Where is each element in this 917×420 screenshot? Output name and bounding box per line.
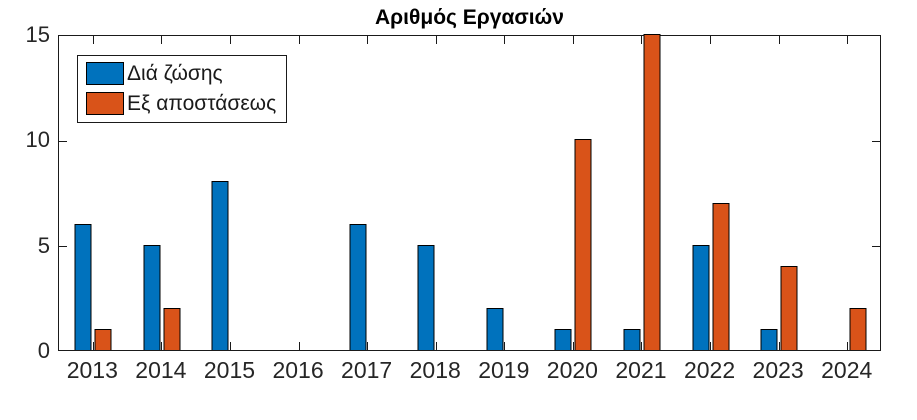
x-axis-tick-top bbox=[229, 36, 231, 44]
bar-series2-2022 bbox=[712, 203, 730, 350]
x-axis-tick-bottom bbox=[710, 342, 712, 350]
x-axis-tick-top bbox=[572, 36, 574, 44]
x-axis-tick-bottom bbox=[92, 342, 94, 350]
x-axis-tick-top bbox=[298, 36, 300, 44]
x-axis-tick-top bbox=[504, 36, 506, 44]
bar-series1-2022 bbox=[692, 245, 710, 350]
bar-group-2024 bbox=[829, 308, 867, 350]
x-axis-tick-top bbox=[435, 36, 437, 44]
x-tick-label-2019: 2019 bbox=[478, 357, 530, 383]
plot-area bbox=[58, 34, 881, 351]
x-tick-label-2016: 2016 bbox=[272, 357, 324, 383]
bar-group-2020 bbox=[554, 139, 592, 350]
x-axis-tick-top bbox=[847, 36, 849, 44]
bar-series2-2024 bbox=[849, 308, 867, 350]
x-axis-tick-bottom bbox=[161, 342, 163, 350]
bar-series2-2023 bbox=[780, 266, 798, 350]
x-axis-tick-top bbox=[641, 36, 643, 44]
x-axis-tick-bottom bbox=[778, 342, 780, 350]
y-tick-label-5: 5 bbox=[37, 232, 50, 258]
bar-series2-2014 bbox=[163, 308, 181, 350]
y-axis-tick-left bbox=[59, 246, 67, 248]
bar-series1-2013 bbox=[74, 224, 92, 350]
x-tick-label-2024: 2024 bbox=[821, 357, 873, 383]
x-tick-label-2015: 2015 bbox=[203, 357, 256, 383]
bar-series1-2023 bbox=[760, 329, 778, 350]
bar-group-2013 bbox=[74, 224, 112, 350]
legend-item-series1: Διά ζώσης bbox=[86, 62, 276, 85]
x-axis-tick-bottom bbox=[847, 342, 849, 350]
x-axis-tick-top bbox=[161, 36, 163, 44]
legend-label-series1: Διά ζώσης bbox=[127, 62, 223, 85]
legend-swatch-series1 bbox=[86, 62, 124, 85]
x-axis-tick-top bbox=[710, 36, 712, 44]
legend-label-series2: Εξ αποστάσεως bbox=[127, 92, 277, 115]
x-tick-label-2022: 2022 bbox=[683, 357, 736, 383]
bar-series1-2019 bbox=[486, 308, 504, 350]
legend-swatch-series2 bbox=[86, 92, 124, 115]
y-axis-tick-right bbox=[872, 140, 880, 142]
bar-series1-2018 bbox=[417, 245, 435, 350]
x-axis-tick-top bbox=[92, 36, 94, 44]
x-axis-tick-bottom bbox=[435, 342, 437, 350]
x-axis-tick-bottom bbox=[641, 342, 643, 350]
bar-series1-2015 bbox=[211, 181, 229, 350]
y-tick-label-15: 15 bbox=[25, 22, 50, 47]
x-tick-label-2021: 2021 bbox=[615, 357, 667, 383]
bar-group-2021 bbox=[623, 34, 661, 350]
x-axis-tick-bottom bbox=[298, 342, 300, 350]
y-axis-tick-left bbox=[59, 140, 67, 142]
x-axis-tick-bottom bbox=[229, 342, 231, 350]
chart-title: Αριθμός Εργασιών bbox=[375, 6, 564, 29]
x-tick-label-2023: 2023 bbox=[752, 357, 804, 383]
bar-series2-2020 bbox=[574, 139, 592, 350]
bar-group-2017 bbox=[349, 224, 386, 350]
bar-group-2023 bbox=[760, 266, 798, 350]
y-tick-label-0: 0 bbox=[37, 338, 50, 363]
bar-series1-2014 bbox=[143, 245, 161, 350]
x-tick-label-2018: 2018 bbox=[409, 357, 461, 383]
y-axis-tick-right bbox=[872, 246, 880, 248]
bar-group-2022 bbox=[692, 203, 730, 350]
x-axis-tick-bottom bbox=[572, 342, 574, 350]
bar-group-2014 bbox=[143, 245, 181, 350]
x-tick-label-2013: 2013 bbox=[66, 357, 118, 383]
legend-item-series2: Εξ αποστάσεως bbox=[86, 92, 276, 115]
y-tick-label-10: 10 bbox=[25, 127, 50, 153]
bar-group-2018 bbox=[417, 245, 455, 350]
bar-series1-2021 bbox=[623, 329, 641, 350]
x-axis-tick-top bbox=[778, 36, 780, 44]
x-tick-label-2017: 2017 bbox=[341, 357, 393, 383]
bar-series2-2021 bbox=[643, 34, 661, 350]
bar-group-2019 bbox=[486, 308, 523, 350]
x-tick-label-2014: 2014 bbox=[135, 357, 187, 383]
bar-group-2015 bbox=[211, 181, 249, 350]
x-axis-tick-bottom bbox=[367, 342, 369, 350]
x-axis-tick-top bbox=[367, 36, 369, 44]
bar-series1-2020 bbox=[554, 329, 572, 350]
legend: Διά ζώσης Εξ αποστάσεως bbox=[77, 55, 288, 123]
bar-series1-2017 bbox=[349, 224, 367, 350]
x-tick-label-2020: 2020 bbox=[546, 357, 598, 383]
bar-series2-2013 bbox=[94, 329, 112, 350]
x-axis-tick-bottom bbox=[504, 342, 506, 350]
